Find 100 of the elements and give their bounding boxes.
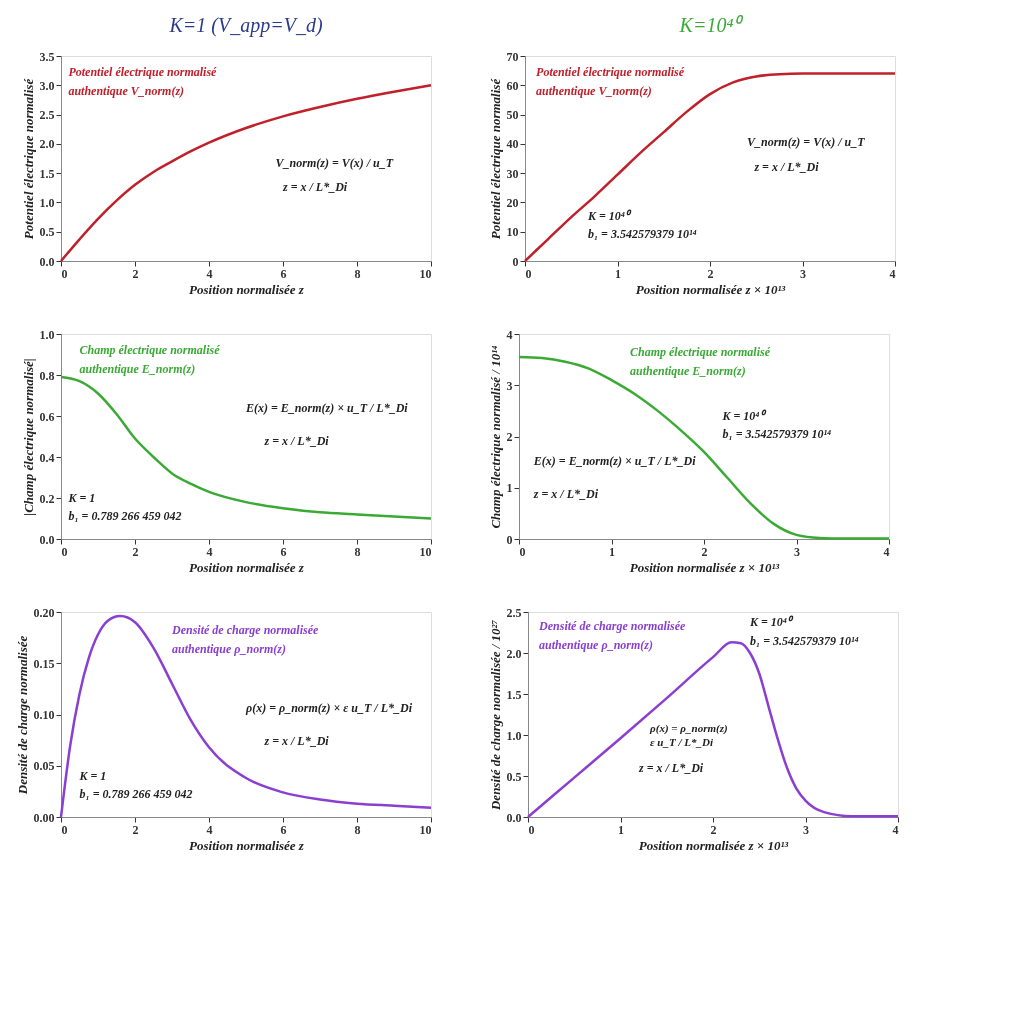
- y-tick-label: 0.4: [39, 450, 55, 465]
- x-tick-label: 10: [419, 544, 432, 559]
- y-tick-label: 1.0: [506, 728, 522, 743]
- annotation: z = x / L*_Di: [263, 734, 330, 749]
- x-axis-title: Position normalisée z × 10¹³: [629, 559, 781, 575]
- chart-title: K=1 (V_app=V_d): [168, 14, 323, 37]
- annotation: E(x) = E_norm(z) × u_T / L*_Di: [532, 454, 697, 469]
- x-tick-label: 2: [132, 822, 139, 837]
- x-tick-label: 6: [280, 544, 287, 559]
- annotation: Champ électrique normalisé: [79, 343, 221, 358]
- y-tick-label: 2.5: [506, 605, 522, 620]
- y-tick-label: 2.0: [506, 646, 522, 661]
- x-tick-label: 10: [419, 266, 432, 281]
- y-tick-label: 70: [506, 49, 519, 64]
- y-tick-label: 0.10: [33, 708, 55, 722]
- x-tick-label: 2: [132, 544, 139, 559]
- annotation: K = 1: [67, 491, 96, 505]
- y-tick-label: 0: [506, 532, 513, 547]
- annotation: authentique E_norm(z): [79, 361, 196, 376]
- annotation: b₁ = 3.542579379 10¹⁴: [722, 427, 832, 442]
- annotation: authentique E_norm(z): [630, 363, 746, 378]
- x-tick-label: 6: [280, 266, 287, 281]
- annotation: b₁ = 0.789 266 459 042: [79, 787, 193, 802]
- x-tick-label: 4: [892, 822, 899, 837]
- y-tick-label: 0.20: [33, 605, 55, 620]
- y-tick-label: 0.00: [33, 810, 55, 825]
- annotation: b₁ = 3.542579379 10¹⁴: [750, 633, 859, 648]
- y-tick-label: 0.0: [39, 532, 55, 547]
- y-tick-label: 0.0: [506, 810, 522, 825]
- x-tick-label: 6: [280, 822, 287, 837]
- x-tick-label: 2: [707, 266, 714, 281]
- y-tick-label: 0: [512, 254, 519, 269]
- x-tick-label: 3: [800, 266, 806, 281]
- y-tick-label: 1.0: [39, 327, 55, 342]
- annotation: b₁ = 0.789 266 459 042: [68, 509, 182, 524]
- annotation: b₁ = 3.542579379 10¹⁴: [587, 227, 697, 242]
- line-series: [59, 614, 433, 819]
- x-tick-label: 0: [61, 266, 68, 281]
- y-axis-title: Densité de charge normalisée: [14, 635, 30, 796]
- y-tick-label: 1: [506, 481, 513, 496]
- annotation: Potentiel électrique normalisé: [68, 65, 218, 80]
- x-tick-label: 0: [525, 266, 532, 281]
- y-tick-label: 2.0: [39, 137, 55, 152]
- y-tick-label: 1.0: [39, 195, 55, 210]
- x-tick-label: 0: [61, 544, 68, 559]
- x-tick-label: 2: [701, 544, 708, 559]
- x-tick-label: 8: [354, 266, 361, 281]
- annotation: K = 10⁴⁰: [586, 208, 632, 223]
- annotation: authentique ρ_norm(z): [539, 637, 653, 652]
- x-axis-title: Position normalisée z × 10¹³: [635, 281, 787, 297]
- y-axis-title: |Champ électrique normalisé|: [20, 358, 36, 516]
- line-series: [59, 375, 433, 520]
- y-tick-label: 3.5: [39, 49, 55, 64]
- x-tick-label: 4: [206, 544, 213, 559]
- annotation: z = x / L*_Di: [532, 486, 599, 501]
- x-tick-label: 10: [419, 822, 432, 837]
- y-tick-label: 1.5: [39, 166, 55, 181]
- y-tick-label: 0.5: [506, 769, 522, 784]
- annotation: z = x / L*_Di: [263, 433, 330, 448]
- annotation: ρ(x) = ρ_norm(z) ε u_T / L*_Di: [649, 721, 728, 748]
- annotation: V_norm(z) = V(x) / u_T: [275, 155, 394, 170]
- y-tick-label: 60: [506, 78, 519, 93]
- annotation: V_norm(z) = V(x) / u_T: [747, 135, 866, 150]
- x-tick-label: 3: [803, 822, 809, 837]
- x-tick-label: 0: [528, 822, 535, 837]
- x-axis-title: Position normalisée z: [189, 559, 305, 575]
- x-axis-title: Position normalisée z × 10¹³: [638, 837, 790, 853]
- y-tick-label: 0.15: [33, 656, 55, 671]
- annotation: z = x / L*_Di: [282, 180, 348, 195]
- y-tick-label: 4: [506, 327, 513, 342]
- annotation: Densité de charge normalisée: [171, 623, 319, 638]
- y-tick-label: 2: [506, 430, 513, 444]
- annotation: z = x / L*_Di: [753, 159, 820, 174]
- y-axis-title: Potentiel électrique normalisé: [20, 77, 36, 240]
- y-tick-label: 3.0: [39, 78, 55, 93]
- annotation: K = 1: [78, 769, 107, 783]
- y-tick-label: 0.05: [33, 759, 55, 774]
- x-tick-label: 8: [354, 822, 361, 837]
- annotation: z = x / L*_Di: [638, 760, 704, 775]
- chart-title: K=10⁴⁰: [678, 14, 745, 36]
- x-tick-label: 1: [615, 266, 621, 281]
- x-tick-label: 4: [206, 822, 213, 837]
- annotation: authentique ρ_norm(z): [172, 641, 286, 656]
- y-tick-label: 20: [506, 195, 519, 210]
- y-tick-label: 3: [506, 378, 513, 393]
- y-axis-title: Densité de charge normalisée / 10²⁷: [487, 619, 503, 812]
- x-tick-label: 3: [794, 544, 800, 559]
- x-tick-label: 4: [883, 544, 890, 559]
- x-axis-title: Position normalisée z: [189, 281, 305, 297]
- annotation: Champ électrique normalisé: [630, 345, 771, 360]
- y-tick-label: 1.5: [506, 687, 522, 702]
- annotation: Densité de charge normalisée: [538, 619, 687, 634]
- y-tick-label: 0.6: [39, 409, 55, 424]
- x-tick-label: 1: [609, 544, 615, 559]
- y-tick-label: 2.5: [39, 108, 55, 123]
- y-tick-label: 0.5: [39, 225, 55, 240]
- x-tick-label: 8: [354, 544, 361, 559]
- y-tick-label: 0.2: [39, 491, 55, 506]
- annotation: K = 10⁴⁰: [749, 615, 795, 630]
- y-tick-label: 30: [506, 166, 519, 181]
